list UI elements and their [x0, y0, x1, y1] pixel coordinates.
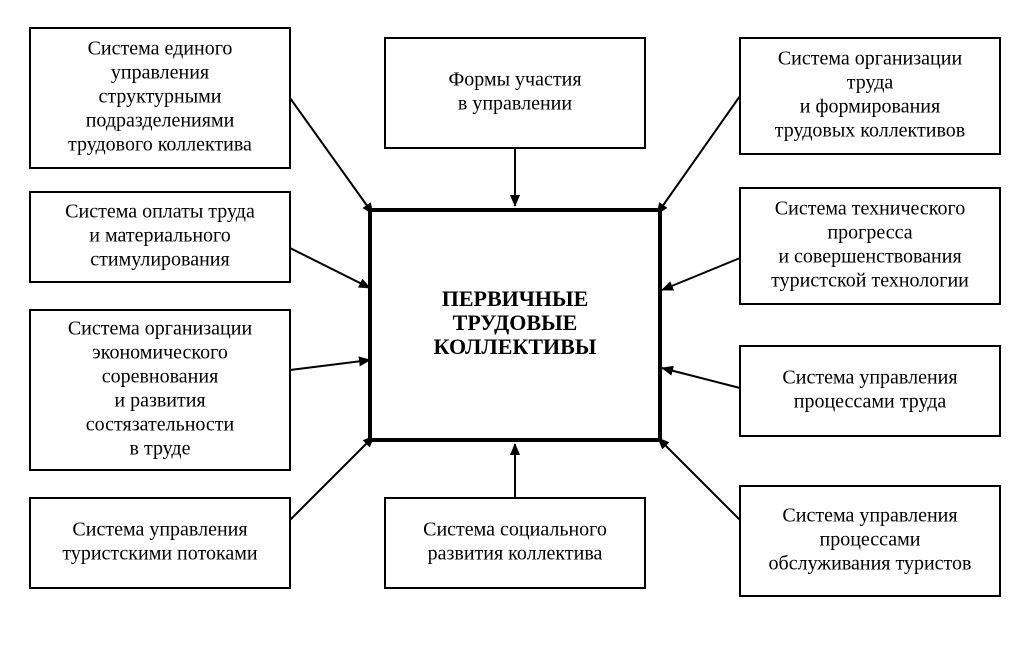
- diagram-canvas: ПЕРВИЧНЫЕТРУДОВЫЕКОЛЛЕКТИВЫ Формы участия…: [0, 0, 1036, 645]
- n_l4-arrow: [290, 436, 374, 520]
- svg-text:КОЛЛЕКТИВЫ: КОЛЛЕКТИВЫ: [434, 334, 597, 359]
- svg-text:труда: труда: [847, 72, 894, 94]
- n_r1: Система организациитрудаи формированиятр…: [740, 38, 1000, 154]
- n_l3: Система организацииэкономическогосоревно…: [30, 310, 290, 470]
- svg-text:обслуживания туристов: обслуживания туристов: [769, 553, 972, 575]
- svg-text:процессами: процессами: [819, 529, 920, 551]
- n_l2: Система оплаты трудаи материальногостиму…: [30, 192, 290, 282]
- svg-text:Система оплаты труда: Система оплаты труда: [65, 201, 255, 223]
- svg-text:структурными: структурными: [98, 86, 221, 108]
- svg-text:стимулирования: стимулирования: [90, 249, 229, 271]
- svg-text:подразделениями: подразделениями: [86, 110, 235, 132]
- n_r1-arrow: [657, 96, 740, 214]
- svg-text:трудовых коллективов: трудовых коллективов: [775, 120, 965, 142]
- svg-text:ТРУДОВЫЕ: ТРУДОВЫЕ: [453, 310, 578, 335]
- svg-text:состязательности: состязательности: [86, 414, 235, 436]
- svg-text:ПЕРВИЧНЫЕ: ПЕРВИЧНЫЕ: [442, 286, 589, 311]
- svg-text:процессами труда: процессами труда: [794, 391, 947, 413]
- svg-text:трудового коллектива: трудового коллектива: [68, 134, 252, 156]
- n_l1: Система единогоуправленияструктурнымипод…: [30, 28, 290, 168]
- svg-text:экономического: экономического: [92, 342, 228, 364]
- n_r2-arrow: [662, 258, 740, 290]
- n_l1-arrow: [290, 98, 373, 214]
- n_bottom: Система социальногоразвития коллектива: [385, 498, 645, 588]
- n_l2-label: Система оплаты трудаи материальногостиму…: [65, 201, 255, 271]
- svg-text:Формы участия: Формы участия: [448, 69, 581, 91]
- n_r4-arrow: [658, 438, 740, 520]
- svg-text:Система организации: Система организации: [778, 48, 963, 70]
- n_r3: Система управленияпроцессами труда: [740, 346, 1000, 436]
- svg-text:туристской технологии: туристской технологии: [771, 270, 969, 292]
- n_l2-arrow: [290, 248, 370, 288]
- n_l3-arrow: [290, 360, 370, 370]
- svg-text:и материального: и материального: [89, 225, 230, 247]
- svg-text:и совершенствования: и совершенствования: [778, 246, 961, 268]
- svg-text:развития коллектива: развития коллектива: [428, 543, 603, 565]
- n_r2: Система техническогопрогрессаи совершенс…: [740, 188, 1000, 304]
- svg-text:туристскими потоками: туристскими потоками: [62, 543, 258, 565]
- svg-text:Система социального: Система социального: [423, 519, 607, 541]
- svg-text:Система организации: Система организации: [68, 318, 253, 340]
- svg-text:управления: управления: [111, 62, 209, 84]
- svg-text:Система управления: Система управления: [782, 367, 957, 389]
- n_r4: Система управленияпроцессамиобслуживания…: [740, 486, 1000, 596]
- center-node-label: ПЕРВИЧНЫЕТРУДОВЫЕКОЛЛЕКТИВЫ: [434, 286, 597, 359]
- svg-text:и формирования: и формирования: [800, 96, 940, 118]
- n_top: Формы участияв управлении: [385, 38, 645, 148]
- n_l4: Система управлениятуристскими потоками: [30, 498, 290, 588]
- svg-text:Система технического: Система технического: [775, 198, 965, 220]
- svg-text:Система единого: Система единого: [88, 38, 233, 60]
- svg-text:Система управления: Система управления: [782, 505, 957, 527]
- center-node: ПЕРВИЧНЫЕТРУДОВЫЕКОЛЛЕКТИВЫ: [370, 210, 660, 440]
- svg-text:соревнования: соревнования: [102, 366, 219, 388]
- svg-text:в управлении: в управлении: [458, 93, 572, 115]
- svg-text:прогресса: прогресса: [827, 222, 912, 244]
- svg-text:в труде: в труде: [130, 438, 191, 460]
- svg-text:и развития: и развития: [114, 390, 205, 412]
- n_r3-arrow: [662, 368, 740, 388]
- svg-text:Система управления: Система управления: [72, 519, 247, 541]
